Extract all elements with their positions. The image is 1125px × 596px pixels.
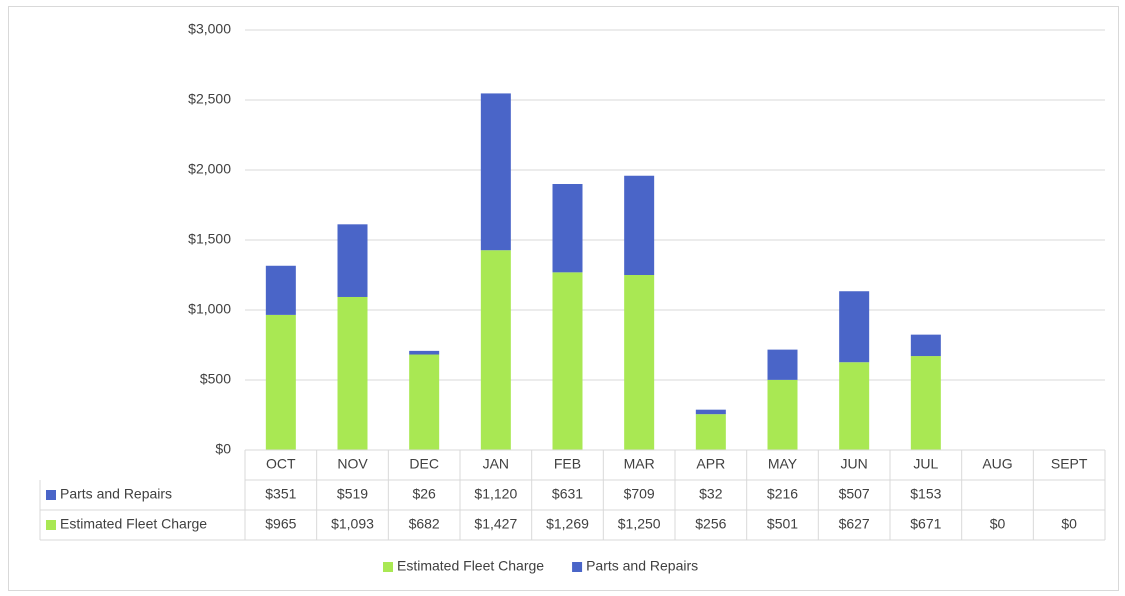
legend-swatch [572, 562, 583, 572]
bar [910, 334, 941, 357]
x-tick-label: NOV [337, 456, 368, 472]
bar [552, 184, 583, 273]
table-value: $507 [839, 486, 870, 502]
x-tick-label: FEB [554, 456, 581, 472]
table-value: $709 [624, 486, 655, 502]
bar [265, 265, 296, 315]
table-value: $256 [695, 516, 726, 532]
bar [409, 350, 440, 355]
x-tick-label: MAY [768, 456, 798, 472]
table-value: $627 [839, 516, 870, 532]
table-value: $26 [412, 486, 436, 502]
table-value: $1,120 [474, 486, 517, 502]
bar [910, 356, 941, 450]
table-value: $631 [552, 486, 583, 502]
y-tick-label: $2,500 [188, 91, 231, 107]
table-value: $351 [265, 486, 296, 502]
x-tick-label: OCT [266, 456, 296, 472]
bar [337, 296, 368, 450]
bar [480, 250, 511, 450]
bar [839, 291, 870, 363]
legend-label: Estimated Fleet Charge [397, 558, 544, 574]
table-value: $32 [699, 486, 723, 502]
table-value: $501 [767, 516, 798, 532]
y-tick-label: $500 [200, 371, 231, 387]
x-tick-label: AUG [982, 456, 1012, 472]
y-tick-label: $2,000 [188, 161, 231, 177]
y-tick-label: $1,000 [188, 301, 231, 317]
table-value: $1,250 [618, 516, 661, 532]
x-tick-label: JUL [913, 456, 938, 472]
table-value: $153 [910, 486, 941, 502]
table-value: $965 [265, 516, 296, 532]
bar [409, 354, 440, 450]
bar [337, 224, 368, 297]
row-label: Parts and Repairs [60, 486, 172, 502]
table-value: $1,427 [474, 516, 517, 532]
legend-label: Parts and Repairs [586, 558, 698, 574]
y-tick-label: $1,500 [188, 231, 231, 247]
table-value: $1,093 [331, 516, 374, 532]
table-value: $682 [409, 516, 440, 532]
x-tick-label: SEPT [1051, 456, 1088, 472]
x-tick-label: APR [696, 456, 725, 472]
legend-swatch [383, 562, 393, 572]
x-tick-label: DEC [409, 456, 439, 472]
bar [480, 93, 511, 251]
bar [624, 275, 655, 450]
row-label: Estimated Fleet Charge [60, 516, 207, 532]
table-value: $0 [1061, 516, 1077, 532]
bar [767, 379, 798, 450]
bar [552, 272, 583, 450]
legend-swatch [46, 490, 56, 500]
bar [265, 314, 296, 450]
table-value: $1,269 [546, 516, 589, 532]
bar [839, 362, 870, 450]
legend-swatch [46, 520, 56, 530]
table-value: $671 [910, 516, 941, 532]
bar [695, 409, 726, 415]
bar [695, 414, 726, 450]
bar [624, 175, 655, 275]
bar [767, 349, 798, 380]
chart-frame [8, 6, 1119, 591]
x-tick-label: MAR [624, 456, 655, 472]
x-tick-label: JUN [841, 456, 868, 472]
x-tick-label: JAN [483, 456, 509, 472]
y-tick-label: $0 [215, 441, 231, 457]
table-value: $519 [337, 486, 368, 502]
table-value: $0 [990, 516, 1006, 532]
y-tick-label: $3,000 [188, 21, 231, 37]
table-value: $216 [767, 486, 798, 502]
